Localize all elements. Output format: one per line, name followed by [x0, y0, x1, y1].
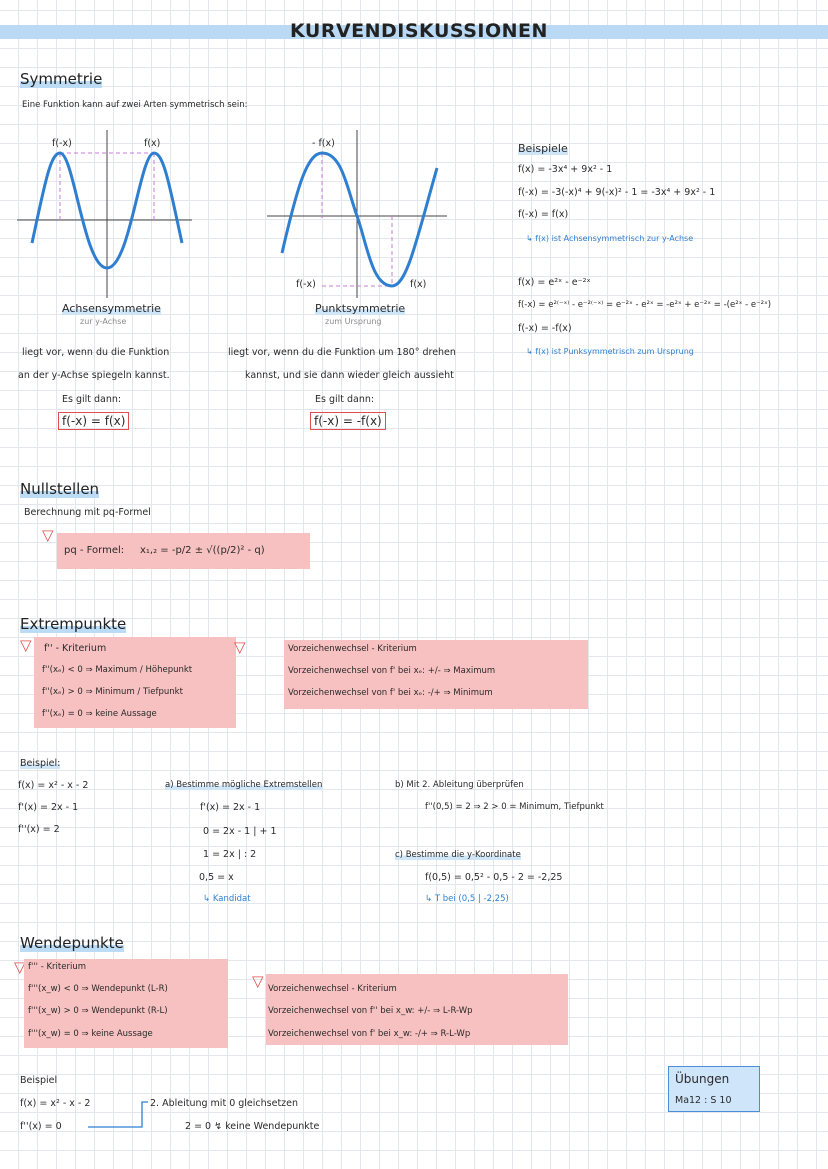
f3-kriterium-box [24, 959, 228, 1048]
punktsymmetrie-sub: zum Ursprung [325, 317, 382, 326]
uebungen-ref: Ma12 : S 10 [675, 1095, 732, 1106]
ex1-line3: f(-x) = f(x) [518, 209, 569, 220]
heading-extrempunkte: Extrempunkte [20, 615, 127, 633]
graph-punktsymmetrie [267, 130, 447, 298]
wbox1-line: f'''(x_w) < 0 ⇒ Wendepunkt (L-R) [28, 984, 168, 994]
box1-line: f''(xₑ) > 0 ⇒ Minimum / Tiefpunkt [42, 687, 183, 697]
graph2-label-br: f(x) [410, 279, 427, 290]
step-b-heading: b) Mit 2. Ableitung überprüfen [395, 780, 524, 790]
w-func-f: f(x) = x² - x - 2 [20, 1098, 91, 1109]
text1-line1: liegt vor, wenn du die Funktion [22, 347, 170, 358]
graph1-label-right: f(x) [144, 138, 161, 149]
graph1-label-left: f(-x) [52, 138, 72, 149]
ex2-line3: f(-x) = -f(x) [518, 323, 572, 334]
step-a-note: ↳ Kandidat [203, 894, 251, 904]
ex2-line2: f(-x) = e²⁽⁻ˣ⁾ - e⁻²⁽⁻ˣ⁾ = e⁻²ˣ - e²ˣ = … [518, 300, 772, 310]
text1-line2: an der y-Achse spiegeln kannst. [18, 370, 170, 381]
w-func-f2: f''(x) = 0 [20, 1121, 62, 1132]
func-f2: f''(x) = 2 [18, 824, 60, 835]
step-a-line: 0,5 = x [199, 872, 234, 883]
f2-kriterium-box [34, 637, 236, 728]
heading-symmetrie: Symmetrie [20, 70, 103, 88]
nullstellen-intro: Berechnung mit pq-Formel [24, 507, 151, 518]
ex2-line1: f(x) = e²ˣ - e⁻²ˣ [518, 277, 591, 288]
w-beispiel-label: Beispiel [20, 1075, 58, 1086]
func-f1: f'(x) = 2x - 1 [18, 802, 79, 813]
step-c-note: ↳ T bei (0,5 | -2,25) [425, 894, 509, 904]
ex1-note: ↳ f(x) ist Achsensymmetrisch zur y-Achse [526, 234, 694, 243]
wbox2-line: Vorzeichenwechsel von f' bei x_w: -/+ ⇒ … [268, 1029, 471, 1039]
symmetrie-intro: Eine Funktion kann auf zwei Arten symmet… [22, 100, 248, 110]
step-a-line: 0 = 2x - 1 | + 1 [203, 826, 277, 837]
step-a-line: 1 = 2x | : 2 [203, 849, 257, 860]
step-c-heading: c) Bestimme die y-Koordinate [395, 850, 521, 860]
formula-punktsymmetrie: f(-x) = -f(x) [310, 412, 386, 430]
ex1-line2: f(-x) = -3(-x)⁴ + 9(-x)² - 1 = -3x⁴ + 9x… [518, 187, 716, 198]
beispiele-heading: Beispiele [518, 142, 568, 155]
wbox1-line: f'''(x_w) = 0 ⇒ keine Aussage [28, 1029, 153, 1039]
pq-box [57, 533, 310, 569]
step-a-line: f'(x) = 2x - 1 [200, 802, 261, 813]
beispiel-label: Beispiel: [20, 758, 61, 769]
step-a-heading: a) Bestimme mögliche Extremstellen [165, 780, 323, 790]
achsensymmetrie-label: Achsensymmetrie [62, 302, 161, 315]
func-f: f(x) = x² - x - 2 [18, 780, 89, 791]
uebungen-title: Übungen [675, 1072, 730, 1086]
title-highlight [0, 25, 828, 39]
text2-line2: kannst, und sie dann wieder gleich aussi… [245, 370, 454, 381]
arrow-icon [88, 1101, 148, 1128]
step-b-line: f''(0,5) = 2 ⇒ 2 > 0 = Minimum, Tiefpunk… [425, 802, 604, 812]
graph-achsensymmetrie [17, 130, 192, 298]
wbox1-line: f''' - Kriterium [28, 962, 86, 972]
wbox2-line: Vorzeichenwechsel von f'' bei x_w: +/- ⇒… [268, 1006, 473, 1016]
w-vzw-kriterium-box [266, 974, 568, 1045]
w-step: 2. Ableitung mit 0 gleichsetzen [150, 1098, 299, 1109]
w-result: 2 = 0 ↯ keine Wendepunkte [185, 1121, 320, 1132]
uebungen-box [668, 1066, 760, 1112]
wbox1-line: f'''(x_w) > 0 ⇒ Wendepunkt (R-L) [28, 1006, 168, 1016]
heading-wendepunkte: Wendepunkte [20, 934, 124, 952]
text2-line1: liegt vor, wenn du die Funktion um 180° … [228, 347, 456, 358]
box2-line: Vorzeichenwechsel - Kriterium [288, 644, 417, 654]
es-gilt-2: Es gilt dann: [315, 394, 375, 405]
curve [30, 151, 184, 270]
box1-line: f''(xₑ) = 0 ⇒ keine Aussage [42, 709, 157, 719]
warning-icon: ▽ [20, 636, 32, 654]
warning-icon: ▽ [234, 638, 246, 656]
warning-icon: ▽ [42, 526, 54, 544]
ex2-note: ↳ f(x) ist Punksymmetrisch zum Ursprung [526, 347, 694, 356]
heading-nullstellen: Nullstellen [20, 480, 100, 498]
warning-icon: ▽ [14, 958, 26, 976]
box1-line: f'' - Kriterium [44, 643, 107, 654]
formula-achsensymmetrie: f(-x) = f(x) [58, 412, 130, 430]
page-title: KURVENDISKUSSIONEN [290, 20, 548, 42]
es-gilt-1: Es gilt dann: [62, 394, 122, 405]
step-c-line: f(0,5) = 0,5² - 0,5 - 2 = -2,25 [425, 872, 563, 883]
graph2-label-top: - f(x) [312, 138, 335, 149]
box2-line: Vorzeichenwechsel von f' bei xₑ: +/- ⇒ M… [288, 666, 496, 676]
achsensymmetrie-sub: zur y-Achse [80, 317, 127, 326]
graph2-label-bl: f(-x) [296, 279, 316, 290]
ex1-line1: f(x) = -3x⁴ + 9x² - 1 [518, 164, 613, 175]
pq-formula: x₁,₂ = -p/2 ± √((p/2)² - q) [140, 545, 265, 556]
punktsymmetrie-label: Punktsymmetrie [315, 302, 406, 315]
vzw-kriterium-box [284, 640, 588, 709]
box2-line: Vorzeichenwechsel von f' bei xₑ: -/+ ⇒ M… [288, 688, 493, 698]
box1-line: f''(xₑ) < 0 ⇒ Maximum / Höhepunkt [42, 665, 193, 675]
wbox2-line: Vorzeichenwechsel - Kriterium [268, 984, 397, 994]
warning-icon: ▽ [252, 972, 264, 990]
pq-label: pq - Formel: [64, 545, 125, 556]
